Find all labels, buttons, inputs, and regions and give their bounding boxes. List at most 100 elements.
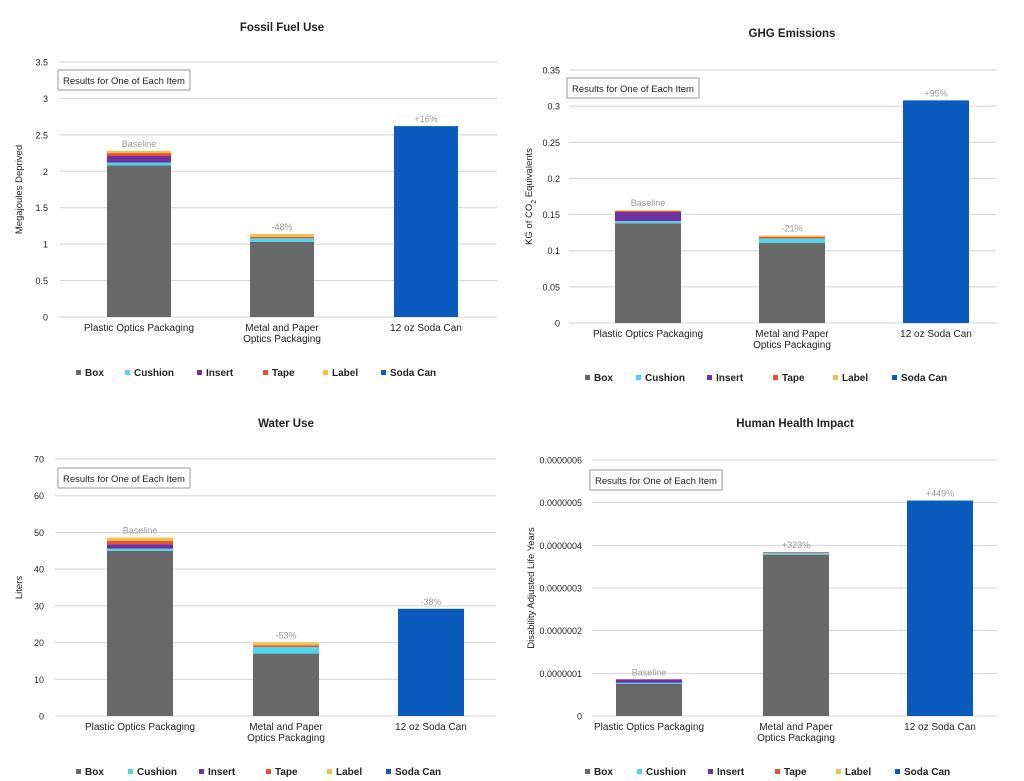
note-text: Results for One of Each Item bbox=[572, 84, 694, 95]
x-tick-label: 12 oz Soda Can bbox=[390, 323, 462, 334]
legend-label: Cushion bbox=[137, 767, 177, 778]
legend-swatch bbox=[323, 370, 328, 375]
legend-label: Box bbox=[594, 767, 613, 778]
bar-segment-insert bbox=[107, 544, 173, 549]
y-tick-label: 70 bbox=[34, 455, 44, 465]
y-tick-label: 0.5 bbox=[35, 276, 48, 286]
bar-annotation: +16% bbox=[414, 114, 437, 124]
bar-segment-tape bbox=[763, 552, 829, 553]
bar-segment-cushion bbox=[107, 162, 171, 166]
x-tick-label: Plastic Optics Packaging bbox=[84, 323, 194, 334]
y-tick-label: 0.0000005 bbox=[539, 498, 582, 508]
legend-label: Label bbox=[842, 373, 868, 384]
legend-label: Label bbox=[845, 767, 871, 778]
bar-annotation: +323% bbox=[782, 540, 810, 550]
bar-annotation: Baseline bbox=[631, 198, 666, 208]
legend-label: Soda Can bbox=[390, 368, 436, 379]
legend-swatch bbox=[585, 375, 590, 380]
legend-swatch bbox=[386, 769, 391, 774]
bar-segment-label bbox=[253, 642, 319, 646]
legend-label: Box bbox=[85, 767, 104, 778]
legend-swatch bbox=[895, 769, 900, 774]
x-tick-label: Metal and Paper Optics Packaging bbox=[753, 329, 831, 351]
y-tick-label: 1 bbox=[43, 240, 48, 250]
y-tick-label: 0.0000003 bbox=[539, 584, 582, 594]
bar-segment-cushion bbox=[253, 646, 319, 654]
legend-label: Tape bbox=[784, 767, 807, 778]
chart-panel: Water Use 0 10 20 30 40 50 60 70 Liters Results fo… bbox=[14, 418, 496, 778]
bar-segment-box bbox=[615, 223, 681, 323]
bar-annotation: Baseline bbox=[632, 667, 667, 677]
bar-segment-insert bbox=[615, 211, 681, 222]
bar-segment-soda-can bbox=[903, 100, 969, 323]
legend-label: Label bbox=[336, 767, 362, 778]
bar-annotation: +449% bbox=[926, 489, 954, 499]
note-text: Results for One of Each Item bbox=[63, 76, 185, 87]
bar-segment-soda-can bbox=[394, 126, 458, 317]
x-tick-label: Plastic Optics Packaging bbox=[85, 722, 195, 733]
y-tick-label: 0 bbox=[39, 712, 44, 722]
legend-swatch bbox=[263, 370, 268, 375]
bar-segment-soda-can bbox=[398, 608, 464, 716]
x-tick-label: Plastic Optics Packaging bbox=[593, 329, 703, 340]
bar-segment-box bbox=[253, 653, 319, 716]
bar-segment-cushion bbox=[107, 548, 173, 551]
y-tick-label: 1.5 bbox=[35, 203, 48, 213]
y-axis-label: Disability Adjusted Life Years bbox=[526, 527, 537, 649]
y-tick-label: 0.25 bbox=[542, 138, 560, 148]
bar-segment-label bbox=[107, 150, 171, 154]
y-tick-label: 0.0000006 bbox=[539, 456, 582, 466]
bar-segment-cushion bbox=[763, 552, 829, 555]
x-tick-label: Metal and Paper Optics Packaging bbox=[243, 323, 321, 345]
legend-swatch bbox=[76, 370, 81, 375]
legend-label: Tape bbox=[272, 368, 295, 379]
y-tick-label: 60 bbox=[34, 491, 44, 501]
note-box bbox=[589, 469, 723, 491]
x-tick-label: 12 oz Soda Can bbox=[395, 722, 467, 733]
y-tick-label: 2.5 bbox=[35, 130, 48, 140]
legend-swatch bbox=[637, 769, 642, 774]
y-tick-label: 0.15 bbox=[542, 210, 560, 220]
legend-swatch bbox=[636, 375, 641, 380]
bar-segment-tape bbox=[107, 540, 173, 545]
y-axis-label: Megajoules Deprived bbox=[14, 145, 25, 234]
x-tick-label: Plastic Optics Packaging bbox=[594, 722, 704, 733]
legend-label: Tape bbox=[782, 373, 805, 384]
legend-label: Cushion bbox=[645, 373, 685, 384]
legend-swatch bbox=[836, 769, 841, 774]
y-tick-label: 0.1 bbox=[547, 246, 560, 256]
x-tick-label: Metal and Paper Optics Packaging bbox=[247, 722, 325, 744]
bar-segment-tape bbox=[759, 236, 825, 239]
chart-panel: Human Health Impact 0 0.0000001 0.0000002 0.… bbox=[526, 418, 997, 778]
legend-label: Soda Can bbox=[395, 767, 441, 778]
y-tick-label: 0.3 bbox=[547, 102, 560, 112]
x-tick-label: 12 oz Soda Can bbox=[900, 329, 972, 340]
x-tick-label: 12 oz Soda Can bbox=[904, 722, 976, 733]
y-tick-label: 40 bbox=[34, 565, 44, 575]
y-tick-label: 0.2 bbox=[547, 174, 560, 184]
y-tick-label: 0.35 bbox=[542, 66, 560, 76]
bar-annotation: -21% bbox=[781, 224, 802, 234]
legend-label: Tape bbox=[275, 767, 298, 778]
note-box bbox=[566, 77, 700, 99]
legend-swatch bbox=[707, 375, 712, 380]
bar-annotation: +95% bbox=[924, 88, 947, 98]
y-tick-label: 3.5 bbox=[35, 58, 48, 68]
legend-label: Label bbox=[332, 368, 358, 379]
bar-segment-soda-can bbox=[907, 500, 973, 716]
bar-annotation: Baseline bbox=[123, 526, 158, 536]
y-axis-label: KG of CO2 Equivalents bbox=[524, 148, 538, 245]
y-tick-label: 0 bbox=[555, 319, 560, 329]
note-text: Results for One of Each Item bbox=[595, 476, 717, 487]
bar-segment-cushion bbox=[250, 238, 314, 242]
legend-swatch bbox=[128, 769, 133, 774]
bar-annotation: Baseline bbox=[122, 139, 157, 149]
bar-segment-insert bbox=[107, 155, 171, 163]
bar-annotation: -53% bbox=[275, 631, 296, 641]
bar-segment-box bbox=[759, 242, 825, 323]
legend-label: Insert bbox=[206, 368, 234, 379]
legend-swatch bbox=[266, 769, 271, 774]
legend-swatch bbox=[381, 370, 386, 375]
bar-segment-label bbox=[759, 235, 825, 237]
legend-swatch bbox=[892, 375, 897, 380]
